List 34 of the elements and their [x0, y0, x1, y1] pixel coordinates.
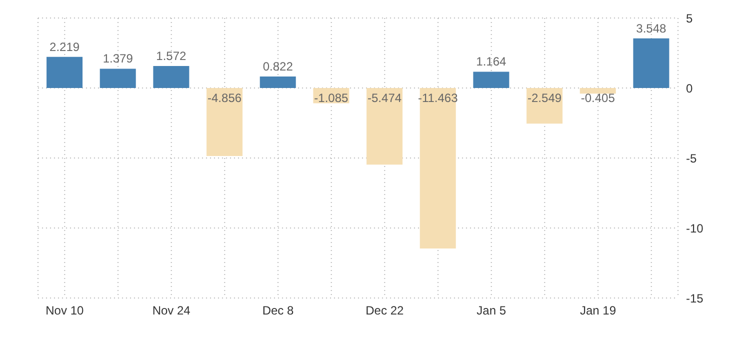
data-label: -4.856 [208, 91, 242, 105]
data-label: 1.572 [156, 48, 187, 63]
data-label: 0.822 [262, 59, 294, 74]
y-tick-label: 0 [686, 81, 693, 96]
data-label: 3.548 [636, 21, 667, 36]
x-tick-label: Nov 10 [46, 304, 84, 318]
data-label: -2.549 [528, 91, 562, 105]
bar [100, 68, 136, 88]
data-label: -0.405 [580, 91, 616, 105]
bar [260, 76, 296, 88]
y-tick-label: -10 [686, 221, 704, 236]
data-label: -5.474 [368, 91, 402, 105]
bar [633, 38, 670, 88]
x-tick-label: Dec 22 [366, 304, 404, 318]
data-label: -1.085 [314, 91, 349, 105]
x-tick-label: Jan 5 [476, 304, 506, 318]
bar [46, 56, 83, 88]
data-label: 1.379 [102, 52, 134, 66]
data-label: 2.219 [50, 40, 80, 54]
data-label: -11.463 [418, 91, 458, 105]
x-tick-label: Jan 19 [580, 304, 616, 318]
x-tick-label: Nov 24 [152, 304, 191, 318]
bar [580, 88, 616, 94]
bar [420, 88, 456, 248]
y-tick-label: 5 [686, 11, 693, 26]
y-tick-label: -15 [686, 291, 704, 306]
data-label: 1.164 [476, 54, 507, 69]
y-tick-label: -5 [686, 151, 697, 166]
bar [473, 72, 510, 88]
bar [366, 88, 403, 165]
x-tick-label: Dec 8 [262, 304, 294, 318]
bar [153, 66, 190, 88]
bar [526, 88, 563, 124]
bar [206, 88, 243, 156]
